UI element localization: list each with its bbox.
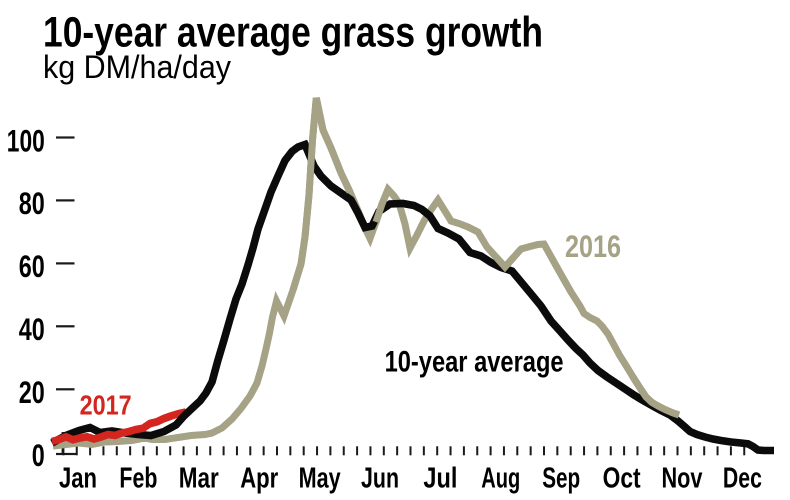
svg-text:Feb: Feb: [119, 462, 157, 494]
svg-text:Sep: Sep: [542, 462, 580, 494]
svg-text:2016: 2016: [565, 228, 621, 264]
svg-text:10-year average: 10-year average: [385, 346, 564, 379]
svg-text:Jun: Jun: [361, 462, 399, 494]
svg-text:Dec: Dec: [723, 462, 762, 494]
svg-text:Jan: Jan: [59, 462, 97, 494]
svg-text:Mar: Mar: [179, 462, 219, 494]
svg-text:kg DM/ha/day: kg DM/ha/day: [43, 49, 231, 85]
svg-text:Oct: Oct: [603, 462, 641, 494]
svg-text:20: 20: [19, 374, 45, 410]
svg-text:Aug: Aug: [481, 462, 520, 494]
svg-text:40: 40: [19, 311, 45, 347]
svg-text:80: 80: [19, 185, 45, 221]
svg-text:100: 100: [7, 122, 45, 158]
svg-text:Jul: Jul: [423, 462, 457, 494]
svg-text:Apr: Apr: [240, 462, 278, 494]
svg-text:2017: 2017: [80, 389, 132, 420]
svg-text:May: May: [299, 462, 341, 494]
svg-text:0: 0: [32, 437, 45, 473]
svg-text:60: 60: [19, 248, 45, 284]
svg-text:10-year average grass growth: 10-year average grass growth: [43, 9, 543, 57]
svg-text:Nov: Nov: [662, 462, 703, 494]
